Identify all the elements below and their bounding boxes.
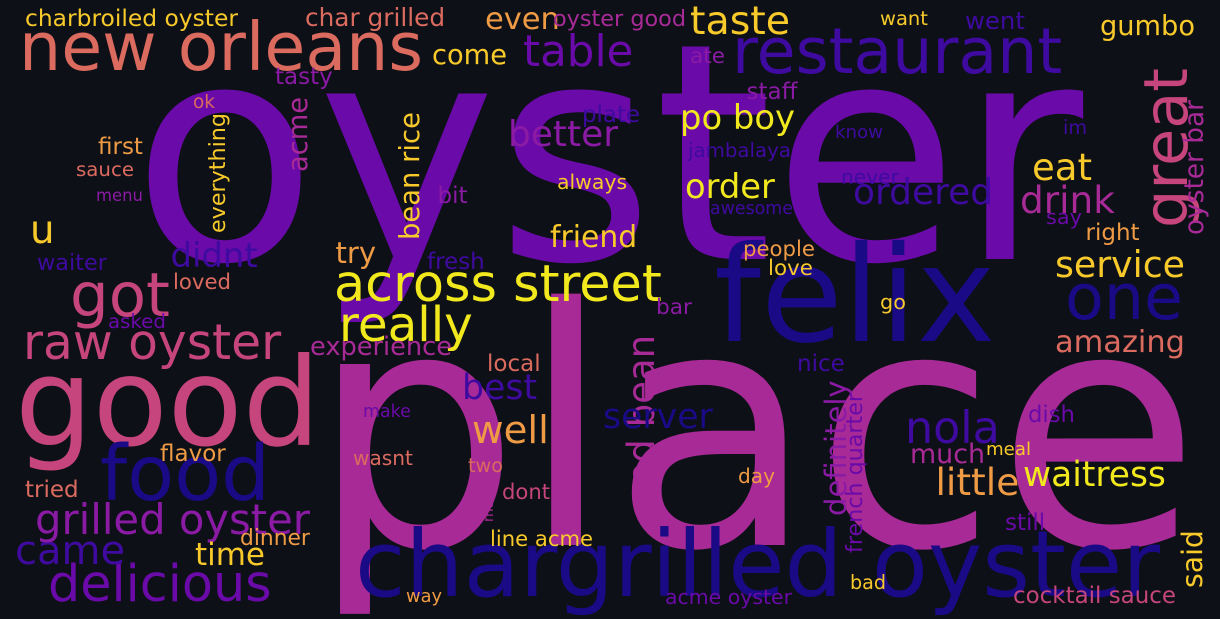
word-better: better [508,114,618,155]
word-always: always [557,169,628,194]
word-order: order [685,166,775,206]
word-service: service [1055,243,1186,286]
word-char-grilled: char grilled [305,3,446,32]
word-two: two [468,454,504,477]
word-table: table [523,27,634,77]
word-amazing: amazing [1055,325,1185,360]
word-dont: dont [502,479,551,504]
word-wasnt: wasnt [353,445,413,470]
word-little: little [935,459,1020,504]
word-friend: friend [550,219,638,255]
word-much: much [910,438,986,470]
word-ordered: ordered [853,172,994,213]
word-ok: ok [193,91,216,113]
word-didnt: didnt [170,236,258,275]
word-dinner: dinner [240,525,310,551]
word-sauce: sauce [76,157,135,181]
word-u: u [30,207,55,253]
word-oyster-good: oyster good [553,5,687,32]
word-best: best [462,367,538,408]
word-everything: everything [205,113,231,233]
word-acme: acme [282,96,314,172]
word-grilled-oyster: grilled oyster [35,494,310,544]
word-well: well [472,407,549,453]
word-bad: bad [850,571,887,594]
word-made: made [481,482,497,522]
word-fresh: fresh [427,249,485,275]
word-asked: asked [108,309,166,333]
word-tasty: tasty [275,64,333,90]
word-charbroiled-oyster: charbroiled oyster [25,4,238,32]
word-french-quarter: french quarter [842,392,868,553]
word-ate: ate [690,43,725,69]
word-never: never [841,165,899,189]
word-chargrilled-oyster: chargrilled oyster [355,511,1161,618]
word-cocktail-sauce: cocktail sauce [1013,583,1177,609]
word-taste: taste [690,0,791,44]
word-delicious: delicious [48,553,272,613]
word-staff: staff [746,79,798,105]
word-tried: tried [25,477,79,503]
word-drink: drink [1020,178,1115,222]
word-local: local [487,351,541,377]
word-plate: plate [582,102,641,128]
word-menu: menu [96,185,143,205]
word-day: day [738,463,775,488]
word-im: im [1063,116,1088,139]
word-awesome: awesome [710,199,793,219]
word-first: first [98,134,143,160]
word-waitress: waitress [1023,454,1166,495]
word-say: say [1046,205,1082,229]
word-new-orleans: new orleans [19,8,424,86]
word-gumbo: gumbo [1100,11,1195,42]
word-went: went [965,5,1025,35]
word-bit: bit [437,183,468,209]
word-came: came [15,528,126,574]
word-raw-oyster: raw oyster [23,314,282,371]
word-felix: felix [714,217,996,373]
word-restaurant: restaurant [732,14,1063,88]
word-want: want [880,6,928,30]
word-nice: nice [797,351,845,377]
word-waiter: waiter [37,249,107,276]
word-eat: eat [1032,145,1092,189]
word-acme-oyster: acme oyster [665,584,792,609]
word-go: go [880,290,906,314]
word-even: even [485,2,560,37]
word-bar: bar [656,294,692,320]
word-way: way [406,585,443,607]
word-experience: experience [310,332,453,362]
word-people: people [743,237,815,262]
word-good: good [15,330,321,474]
word-make: make [363,402,411,422]
word-line-acme: line acme [490,526,594,551]
word-oyster: oyster [132,0,1084,331]
word-really: really [339,297,473,353]
word-loved: loved [173,270,232,295]
word-got: got [70,260,170,331]
word-oyster-bar: oyster bar [1180,100,1210,235]
word-know: know [835,121,884,143]
word-right: right [1085,220,1140,246]
word-time: time [195,536,265,573]
word-still: still [1005,510,1046,536]
word-jambalaya: jambalaya [688,138,791,162]
word-po-boy: po boy [680,98,796,137]
word-meal: meal [986,438,1031,460]
word-come: come [432,39,508,71]
word-dish: dish [1028,402,1075,428]
word-bean-rice: bean rice [394,112,426,240]
word-try: try [335,235,377,270]
word-nola: nola [905,403,1000,454]
word-love: love [768,256,813,281]
word-across-street: across street [334,253,662,313]
word-server: server [603,396,713,437]
word-said: said [1176,530,1209,588]
word-one: one [1065,260,1184,334]
word-place: place [310,239,1201,619]
word-food: food [100,429,270,519]
word-flavor: flavor [160,441,226,467]
